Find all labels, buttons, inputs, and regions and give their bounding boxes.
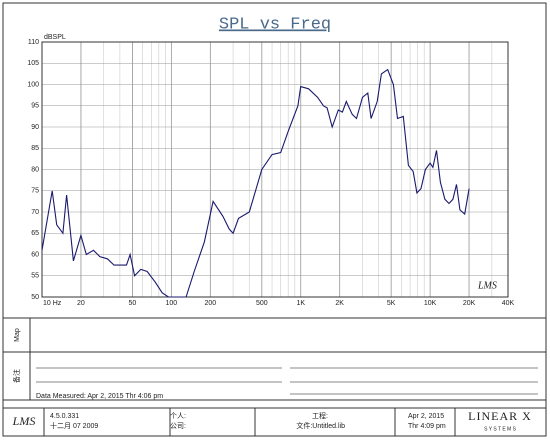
footer-logo: LMS <box>12 414 36 428</box>
date: Apr 2, 2015 <box>408 413 444 420</box>
y-axis-label: dBSPL <box>44 34 66 41</box>
x-tick-label: 200 <box>204 300 216 307</box>
x-tick-label: 40K <box>502 300 515 307</box>
logo: LMS <box>477 280 497 291</box>
brand-sub: S Y S T E M S <box>484 426 517 432</box>
x-tick-label: 10 Hz <box>43 300 62 307</box>
chart-title: SPL vs Freq <box>219 15 331 34</box>
y-tick-label: 65 <box>31 230 39 237</box>
y-tick-label: 85 <box>31 145 39 152</box>
project: 工程: <box>312 411 328 420</box>
plot-border <box>41 41 509 298</box>
x-tick-label: 20K <box>463 300 476 307</box>
y-tick-label: 75 <box>31 188 39 195</box>
x-tick-label: 1K <box>296 300 305 307</box>
x-tick-label: 2K <box>335 300 344 307</box>
x-tick-label: 50 <box>129 300 137 307</box>
notes-row <box>2 351 547 401</box>
outer-border <box>2 2 547 437</box>
footer <box>2 407 547 437</box>
spl-line <box>41 68 470 298</box>
y-tick-label: 80 <box>31 166 39 173</box>
y-tick-label: 100 <box>27 81 39 88</box>
company: 公司: <box>170 422 186 430</box>
version: 4.5.0.331 <box>50 413 79 420</box>
map-label: Map <box>14 328 21 342</box>
y-tick-label: 60 <box>31 251 39 258</box>
y-tick-label: 55 <box>31 273 39 280</box>
y-tick-label: 105 <box>27 60 39 67</box>
notes-label: 备注 <box>12 369 21 383</box>
time: Thr 4:09 pm <box>408 423 446 430</box>
footer-dividers <box>43 408 456 436</box>
person: 个人: <box>170 412 186 420</box>
x-tick-label: 20 <box>77 300 85 307</box>
brand: LINEAR X <box>468 409 532 423</box>
y-tick-label: 90 <box>31 124 39 131</box>
y-tick-label: 95 <box>31 103 39 110</box>
y-tick-label: 50 <box>31 294 39 301</box>
x-tick-label: 100 <box>166 300 178 307</box>
map-row <box>2 317 547 353</box>
file: 文件:Untitled.lib <box>296 421 345 430</box>
x-tick-label: 10K <box>424 300 437 307</box>
build-date: 十二月 07 2009 <box>50 421 98 430</box>
note-lines <box>36 367 538 395</box>
measured-note: Data Measured: Apr 2, 2015 Thr 4:06 pm <box>36 393 163 400</box>
x-tick-label: 5K <box>387 300 396 307</box>
y-tick-label: 110 <box>28 39 39 46</box>
y-tick-label: 70 <box>31 209 39 216</box>
x-tick-label: 500 <box>256 300 268 307</box>
